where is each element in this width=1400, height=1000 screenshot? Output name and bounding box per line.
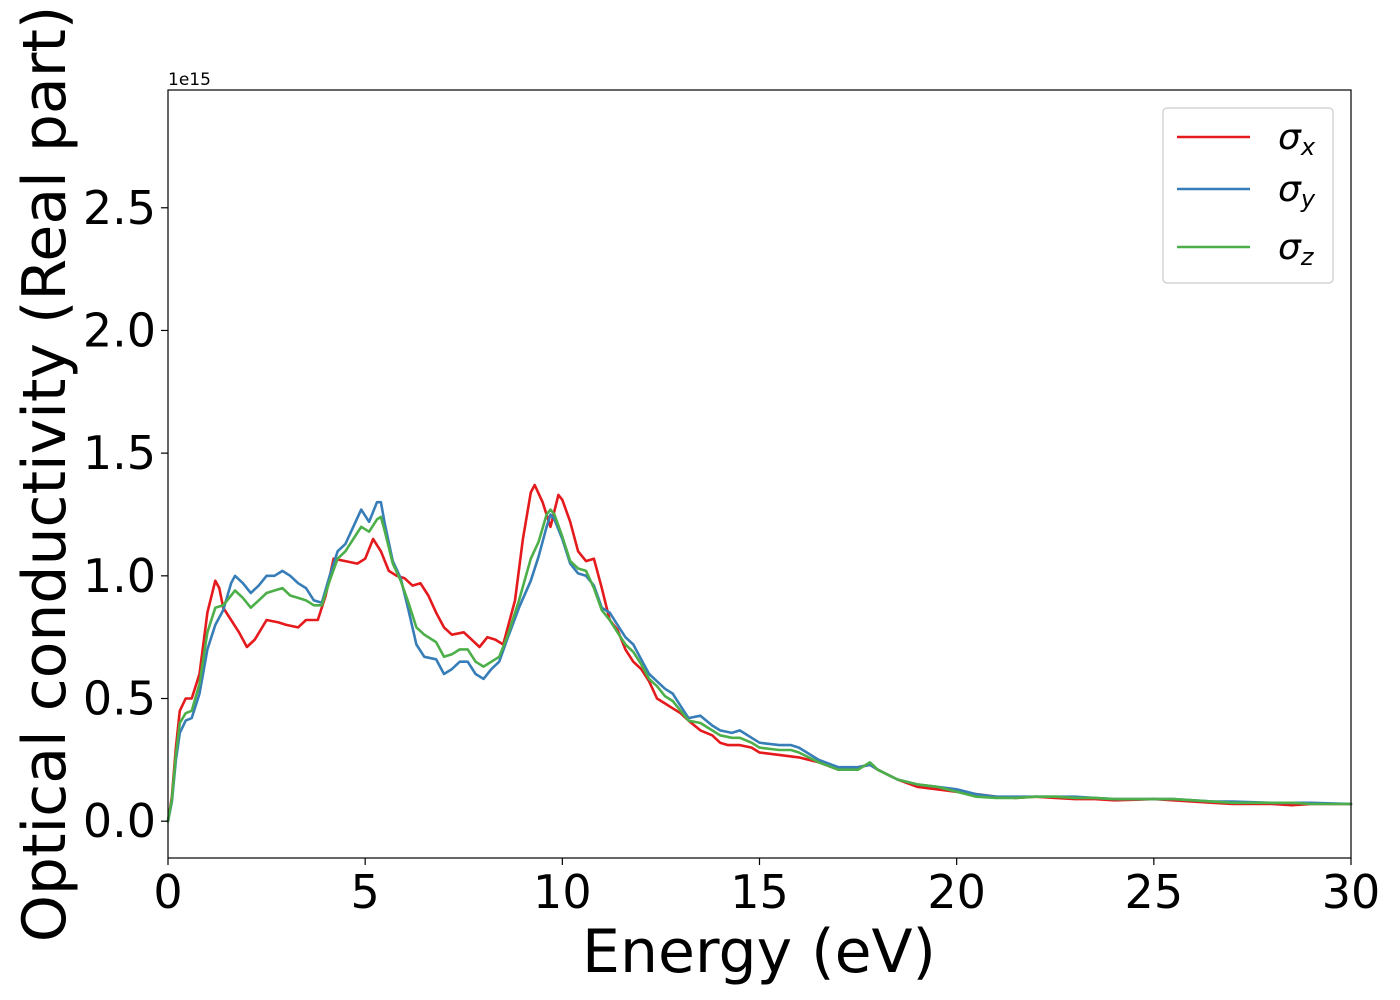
x-tick-label-0: 0 bbox=[153, 865, 182, 919]
x-tick-label-5: 5 bbox=[351, 865, 380, 919]
series-line-sigma-z bbox=[166, 508, 1353, 823]
series-lines bbox=[166, 483, 1353, 823]
x-tick-label-25: 25 bbox=[1125, 865, 1184, 919]
y-axis-ticks: 0.0 0.5 1.0 1.5 2.0 2.5 bbox=[83, 181, 168, 848]
legend-base-sigma-x: σ bbox=[1278, 117, 1302, 158]
y-tick-label-2-0: 2.0 bbox=[83, 303, 156, 357]
y-tick-label-2-5: 2.5 bbox=[83, 181, 156, 235]
legend-label-sigma-x: σx bbox=[1278, 117, 1316, 161]
x-axis-ticks: 0 5 10 15 20 25 30 bbox=[153, 858, 1380, 919]
legend-base-sigma-z: σ bbox=[1278, 227, 1302, 268]
y-tick-label-0-0: 0.0 bbox=[83, 794, 156, 848]
legend-label-sigma-y: σy bbox=[1278, 169, 1316, 213]
legend-sub-sigma-x: x bbox=[1300, 133, 1316, 161]
legend-label-sigma-z: σz bbox=[1278, 227, 1315, 271]
y-axis-label: Optical conductivity (Real part) bbox=[10, 6, 80, 943]
x-tick-label-20: 20 bbox=[927, 865, 986, 919]
x-tick-label-10: 10 bbox=[533, 865, 592, 919]
y-tick-label-1-5: 1.5 bbox=[83, 426, 156, 480]
legend-base-sigma-y: σ bbox=[1278, 169, 1302, 210]
legend-sub-sigma-y: y bbox=[1300, 185, 1316, 213]
legend: σx σy σz bbox=[1162, 107, 1334, 284]
x-tick-label-15: 15 bbox=[730, 865, 789, 919]
x-axis-label: Energy (eV) bbox=[582, 917, 936, 987]
legend-box bbox=[1162, 107, 1334, 284]
y-tick-label-0-5: 0.5 bbox=[83, 672, 156, 726]
y-tick-label-1-0: 1.0 bbox=[83, 549, 156, 603]
y-offset-label: 1e15 bbox=[168, 70, 211, 90]
x-tick-label-30: 30 bbox=[1322, 865, 1381, 919]
legend-sub-sigma-z: z bbox=[1300, 243, 1315, 271]
